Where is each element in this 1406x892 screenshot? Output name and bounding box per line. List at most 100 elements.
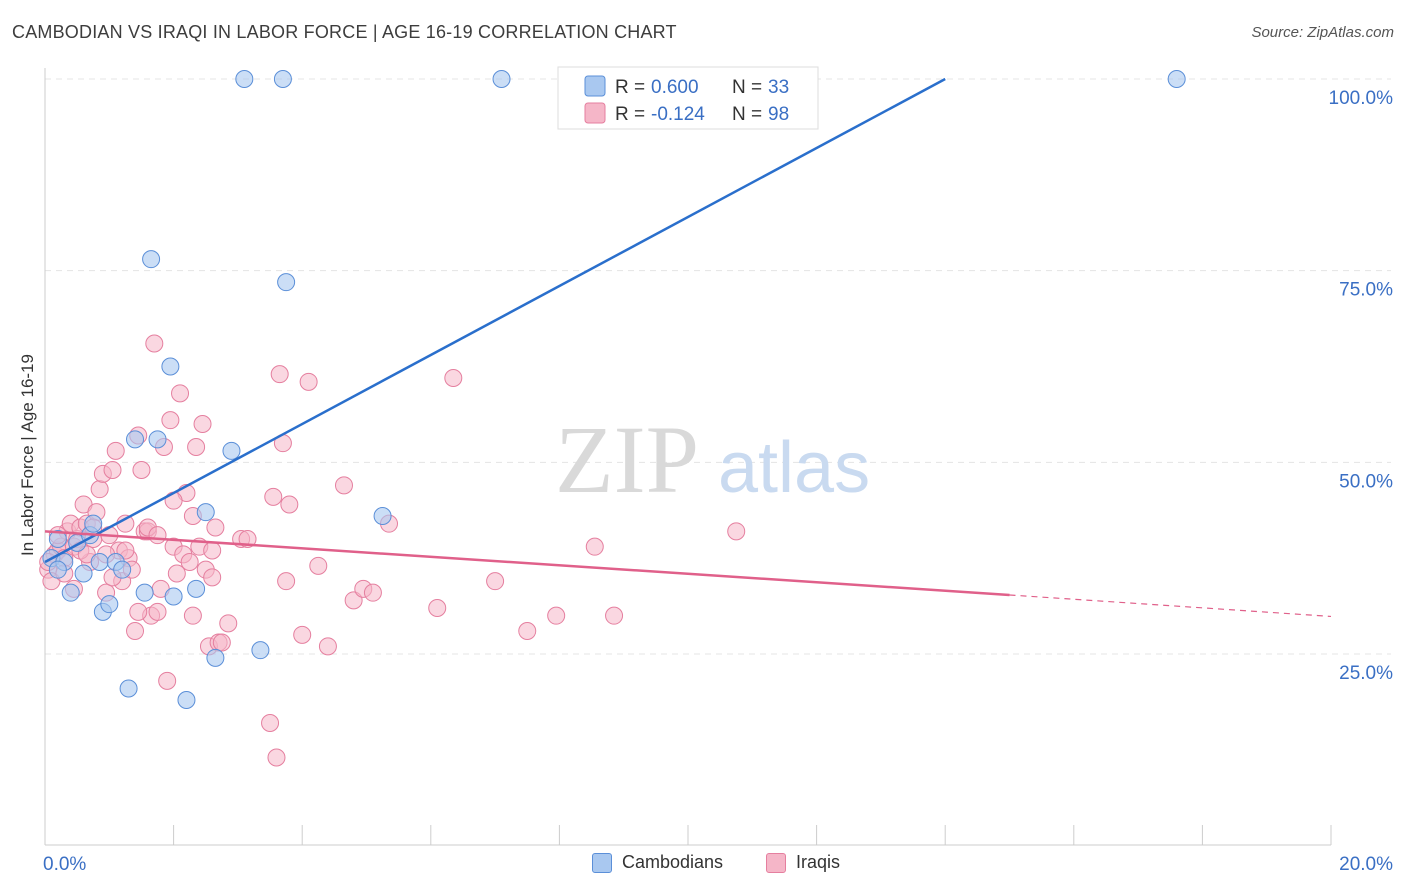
iraqi-point (219, 614, 238, 633)
iraqi-point (334, 476, 353, 495)
iraqi-point (518, 622, 537, 640)
cambodian-point (74, 564, 93, 583)
legend-swatch-cambodians (584, 75, 606, 97)
legend-swatch-iraqis (584, 102, 606, 124)
bottom-legend-iraqis: Iraqis (766, 852, 840, 873)
bottom-legend-cambodians: Cambodians (592, 852, 723, 873)
iraqi-point (203, 541, 222, 560)
bottom-legend-label-cambodians: Cambodians (622, 852, 724, 872)
watermark-atlas: atlas (718, 428, 870, 508)
cambodian-point (273, 70, 292, 88)
cambodian-point (177, 691, 196, 709)
cambodian-point (196, 503, 215, 522)
y-tick-label: 75.0% (1339, 280, 1393, 301)
iraqi-point (277, 572, 296, 591)
iraqi-points (39, 334, 746, 767)
cambodian-point (100, 595, 119, 614)
watermark-zip: ZIP (555, 406, 699, 513)
iraqi-point (344, 591, 363, 610)
iraqi-point (180, 553, 199, 571)
iraqi-point (129, 602, 148, 621)
iraqi-point (187, 438, 206, 456)
iraqi-point (264, 487, 283, 506)
x-tick-label: 0.0% (43, 854, 86, 875)
cambodian-point (148, 430, 167, 449)
iraqi-point (132, 461, 151, 479)
bottom-legend-swatch-cambodians (592, 852, 612, 873)
x-tick-label: 20.0% (1339, 854, 1393, 875)
cambodian-point (113, 560, 132, 579)
iraqi-point (270, 365, 289, 384)
cambodian-point (277, 273, 296, 292)
gridlines (45, 78, 1391, 655)
iraqi-point (164, 491, 183, 510)
legend-n-value-iraqis: 98 (768, 104, 789, 125)
iraqi-point (309, 556, 328, 575)
correlation-legend: R = 0.600 N = 33 R = -0.124 N = 98 (557, 66, 819, 130)
iraqi-point (267, 748, 286, 767)
legend-r-label-iraqis: R = (615, 104, 645, 125)
iraqi-point (293, 625, 312, 644)
iraqi-point (318, 637, 337, 656)
iraqi-point (158, 671, 177, 690)
cambodian-point (61, 583, 80, 602)
bottom-legend-label-iraqis: Iraqis (796, 852, 841, 872)
iraqi-point (212, 633, 231, 652)
iraqi-point (280, 495, 299, 514)
axes: 25.0% 50.0% 75.0% 100.0% 0.0% 20.0% (43, 68, 1393, 875)
y-tick-label: 25.0% (1339, 663, 1393, 684)
trendlines (44, 77, 1332, 618)
cambodian-point (492, 70, 511, 88)
y-tick-label: 100.0% (1329, 88, 1394, 109)
cambodian-point (48, 530, 67, 548)
cambodian-point (187, 579, 206, 598)
iraqi-point (547, 606, 566, 625)
iraqi-point (103, 461, 122, 479)
cambodian-point (373, 507, 392, 525)
iraqi-trendline-extension (1009, 594, 1332, 618)
iraqi-point (161, 411, 180, 430)
cambodian-point (84, 514, 103, 533)
y-tick-label: 50.0% (1339, 471, 1393, 492)
cambodian-point (235, 70, 254, 88)
legend-r-value-cambodians: 0.600 (651, 77, 699, 98)
iraqi-point (727, 522, 746, 541)
iraqi-point (444, 369, 463, 387)
cambodian-point (251, 641, 270, 660)
iraqi-trendline (44, 530, 1010, 597)
iraqi-point (116, 541, 135, 560)
cambodian-point (48, 560, 67, 579)
legend-r-value-iraqis: -0.124 (651, 104, 705, 125)
cambodian-point (135, 583, 154, 602)
cambodian-point (1167, 70, 1186, 88)
iraqi-point (145, 334, 164, 353)
iraqi-point (363, 583, 382, 602)
legend-n-value-cambodians: 33 (768, 77, 789, 98)
iraqi-point (90, 480, 109, 499)
legend-n-label-iraqis: N = (732, 104, 762, 125)
source-label: Source: ZipAtlas.com (1251, 24, 1394, 41)
cambodian-point (119, 679, 138, 698)
cambodian-point (90, 553, 109, 571)
iraqi-point (206, 518, 225, 537)
cambodian-point (222, 441, 241, 460)
iraqi-point (605, 606, 624, 625)
bottom-legend-swatch-iraqis (766, 852, 786, 873)
iraqi-point (428, 599, 447, 617)
cambodian-trendline (44, 77, 946, 564)
iraqi-point (171, 384, 190, 403)
cambodian-point (164, 587, 183, 606)
cambodian-point (206, 648, 225, 667)
iraqi-point (299, 372, 318, 391)
iraqi-point (167, 564, 186, 583)
cambodian-points (42, 70, 1186, 709)
legend-n-label-cambodians: N = (732, 77, 762, 98)
iraqi-point (203, 568, 222, 587)
iraqi-point (193, 415, 212, 433)
iraqi-point (261, 714, 280, 732)
iraqi-point (183, 606, 202, 625)
iraqi-point (126, 622, 145, 640)
watermark: ZIP atlas (555, 406, 870, 513)
cambodian-point (142, 250, 161, 269)
iraqi-point (148, 602, 167, 621)
